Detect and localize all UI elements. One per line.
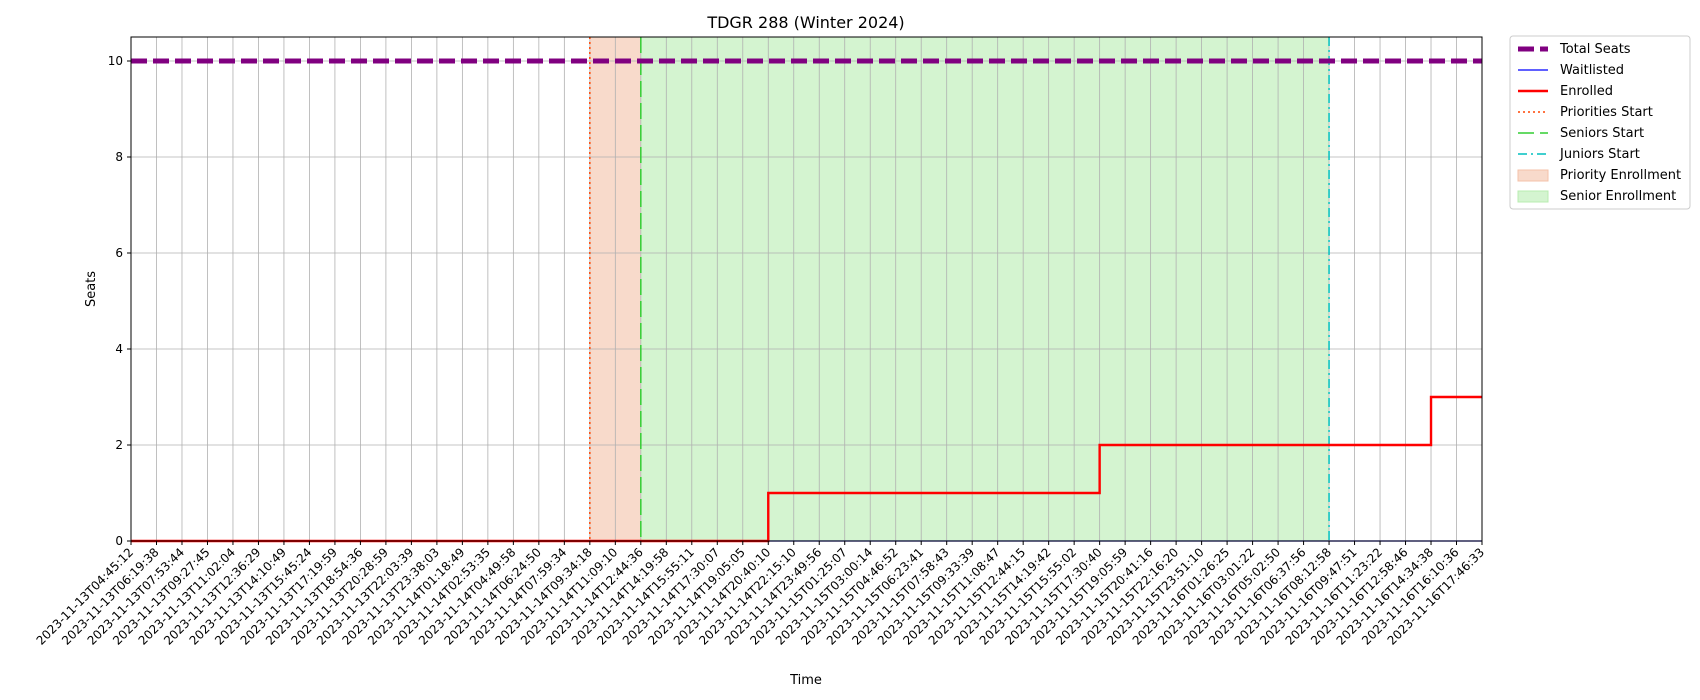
legend-entry: Juniors Start bbox=[1559, 147, 1640, 162]
legend-entry: Seniors Start bbox=[1560, 126, 1644, 141]
plot-frame bbox=[130, 36, 1483, 542]
y-tick-label: 0 bbox=[115, 534, 123, 548]
y-tick-label: 2 bbox=[115, 438, 123, 452]
legend-entry: Waitlisted bbox=[1560, 63, 1624, 78]
chart-title: TDGR 288 (Winter 2024) bbox=[706, 13, 904, 32]
legend-frame bbox=[1509, 35, 1691, 210]
legend-entry: Priority Enrollment bbox=[1560, 168, 1681, 183]
y-tick-label: 4 bbox=[115, 342, 123, 356]
y-tick-label: 8 bbox=[115, 150, 123, 164]
y-axis-label: Seats bbox=[84, 271, 99, 307]
legend: Total Seats Waitlisted Enrolled Priorities … bbox=[1509, 35, 1691, 210]
y-tick-label: 6 bbox=[115, 246, 123, 260]
span-1 bbox=[640, 37, 1330, 541]
legend-entry: Enrolled bbox=[1560, 84, 1613, 99]
legend-swatch bbox=[1517, 169, 1549, 182]
legend-entry: Priorities Start bbox=[1560, 105, 1653, 120]
legend-entry: Total Seats bbox=[1559, 42, 1631, 57]
y-tick-label: 10 bbox=[108, 54, 123, 68]
legend-entry: Senior Enrollment bbox=[1560, 189, 1676, 204]
x-axis-label: Time bbox=[789, 673, 822, 688]
legend-swatch bbox=[1517, 190, 1549, 203]
